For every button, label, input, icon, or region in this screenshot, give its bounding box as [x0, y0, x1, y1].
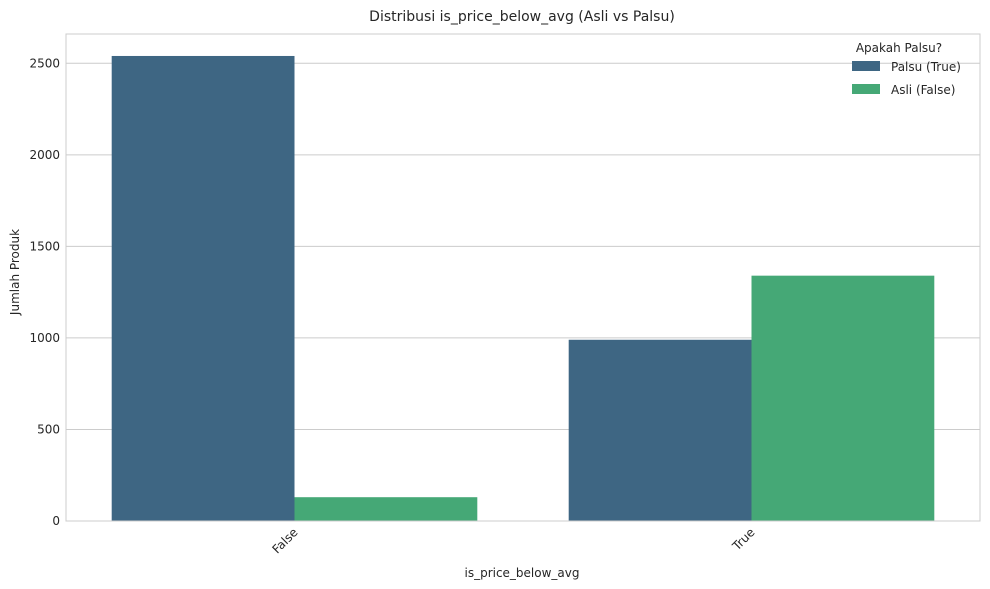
- bar-palsu-true-false: [111, 55, 295, 522]
- legend: Apakah Palsu? Palsu (True) Asli (False): [852, 41, 961, 97]
- x-axis-label: is_price_below_avg: [464, 566, 579, 580]
- legend-title: Apakah Palsu?: [856, 41, 942, 55]
- chart-title: Distribusi is_price_below_avg (Asli vs P…: [369, 9, 675, 25]
- y-tick-label: 1500: [29, 239, 60, 253]
- y-tick-label: 1000: [29, 331, 60, 345]
- y-axis-label: Jumlah Produk: [8, 229, 22, 316]
- y-tick-label: 500: [37, 422, 60, 436]
- legend-label: Asli (False): [891, 83, 955, 97]
- bar-asli-false-false: [294, 497, 478, 521]
- y-tick-label: 0: [52, 514, 60, 528]
- bar-palsu-true-true: [568, 339, 752, 521]
- bar-asli-false-true: [751, 275, 935, 521]
- y-tick-label: 2000: [29, 148, 60, 162]
- legend-label: Palsu (True): [891, 60, 961, 74]
- legend-swatch: [852, 84, 880, 94]
- legend-swatch: [852, 61, 880, 71]
- plot-frame: [65, 33, 981, 522]
- y-tick-label: 2500: [29, 56, 60, 70]
